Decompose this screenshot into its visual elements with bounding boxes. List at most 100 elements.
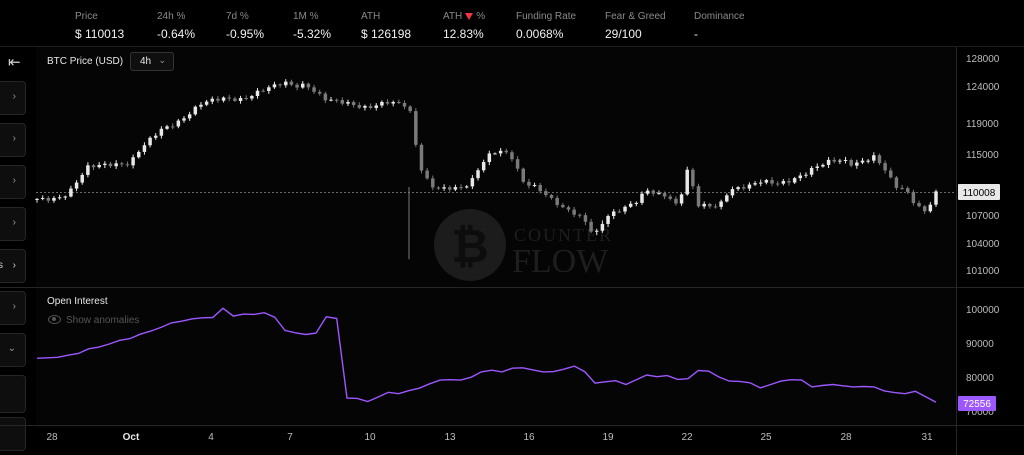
candle-body xyxy=(866,160,870,162)
sidebar-item[interactable]: › xyxy=(0,165,26,199)
candle-body xyxy=(63,196,68,198)
sidebar-item[interactable] xyxy=(0,375,26,413)
candle-body xyxy=(775,183,780,185)
candle-body xyxy=(792,178,797,183)
candle-body xyxy=(57,197,62,199)
candle-body xyxy=(815,166,820,168)
timeframe-select[interactable]: 4h ⌄ xyxy=(130,52,174,71)
candle-body xyxy=(402,103,407,107)
candle-body xyxy=(419,144,424,171)
candle-body xyxy=(425,170,429,179)
candle-body xyxy=(521,168,525,182)
candle-body xyxy=(849,159,853,166)
price-axis-tick: 107000 xyxy=(966,211,1000,222)
candle-body xyxy=(97,164,101,168)
candle-body xyxy=(589,221,593,232)
sidebar-item[interactable]: ⌄ xyxy=(0,333,26,367)
chevron-right-icon: › xyxy=(12,217,16,228)
candle-body xyxy=(685,169,689,195)
stat-label-a: ATH xyxy=(443,11,463,22)
candle-body xyxy=(204,101,209,105)
sidebar-item[interactable]: › xyxy=(0,207,26,241)
stat-value: -0.95% xyxy=(226,27,265,41)
collapse-left-icon[interactable]: ⇤ xyxy=(8,54,21,71)
chevron-right-icon: › xyxy=(12,175,16,186)
sidebar-item[interactable]: › xyxy=(0,123,26,157)
candle-body xyxy=(532,185,537,187)
candle-body xyxy=(566,207,571,210)
candle-body xyxy=(549,195,554,198)
oi-axis-tick: 100000 xyxy=(966,305,1000,316)
stat-value: $ 110013 xyxy=(75,27,125,41)
candle-body xyxy=(872,155,876,161)
candle-body xyxy=(668,196,672,199)
stat-label: 7d % xyxy=(226,11,249,22)
candle-body xyxy=(442,187,446,189)
stat-label: ATH xyxy=(361,11,381,22)
sidebar-item[interactable]: › xyxy=(0,291,26,325)
candle-body xyxy=(448,187,452,190)
candle-body xyxy=(357,105,362,108)
stats-bar: Price $ 110013 24h % -0.64% 7d % -0.95% … xyxy=(0,0,1024,47)
show-anomalies-label: Show anomalies xyxy=(66,315,140,326)
candle-body xyxy=(640,193,644,203)
candle-body xyxy=(46,197,51,201)
chevron-right-icon: › xyxy=(12,91,16,102)
candle-body xyxy=(679,194,684,204)
x-axis-tick: 22 xyxy=(681,432,693,443)
sidebar-item[interactable] xyxy=(0,417,26,451)
candle-body xyxy=(719,201,723,207)
candle-body xyxy=(747,184,752,189)
candle-body xyxy=(826,159,831,165)
stat-label: Price xyxy=(75,11,98,22)
candle-body xyxy=(233,98,237,101)
candle-body xyxy=(368,105,373,108)
candle-body xyxy=(340,100,345,104)
watermark-text: FLOW xyxy=(512,243,609,280)
eye-icon xyxy=(48,315,61,324)
candle-body xyxy=(634,202,639,204)
candle-body xyxy=(52,197,56,201)
candle-body xyxy=(487,153,492,163)
show-anomalies-toggle[interactable]: Show anomalies xyxy=(48,315,139,326)
x-axis-tick: 25 xyxy=(760,432,772,443)
candle-body xyxy=(583,215,588,222)
candle-body xyxy=(645,190,650,194)
candle-body xyxy=(187,114,192,119)
stat-value: -0.64% xyxy=(157,27,196,41)
candle-body xyxy=(80,174,84,183)
candle-body xyxy=(843,159,848,161)
candle-body xyxy=(125,164,130,166)
stat-label: Fear & Greed xyxy=(605,11,666,22)
x-axis-tick: 28 xyxy=(46,432,58,443)
candle-body xyxy=(142,145,147,152)
candle-body xyxy=(108,163,113,167)
candle-body xyxy=(170,126,175,128)
candle-body xyxy=(323,93,328,101)
candle-body xyxy=(35,198,39,200)
candle-body xyxy=(210,98,215,102)
candle-body xyxy=(317,91,322,94)
sidebar-item[interactable]: › xyxy=(0,81,26,115)
candle-body xyxy=(838,160,842,162)
candle-body xyxy=(272,84,277,88)
price-axis-tick: 104000 xyxy=(966,239,1000,250)
candle-body xyxy=(696,186,701,207)
candle-body xyxy=(414,111,418,145)
sidebar-item[interactable]: rs › xyxy=(0,249,26,283)
candle-body xyxy=(159,128,164,136)
open-interest-line xyxy=(36,307,937,403)
candle-body xyxy=(221,97,226,101)
current-price-marker xyxy=(958,184,1000,200)
stat-value: $ 126198 xyxy=(361,27,412,41)
candle-body xyxy=(538,185,542,192)
candle-body xyxy=(476,170,480,179)
candle-body xyxy=(363,105,367,108)
candle-body xyxy=(216,98,220,101)
candle-body xyxy=(374,105,378,108)
price-axis-tick: 101000 xyxy=(966,266,1000,277)
candle-body xyxy=(391,101,395,104)
candle-body xyxy=(351,102,356,106)
candle-body xyxy=(753,183,757,185)
